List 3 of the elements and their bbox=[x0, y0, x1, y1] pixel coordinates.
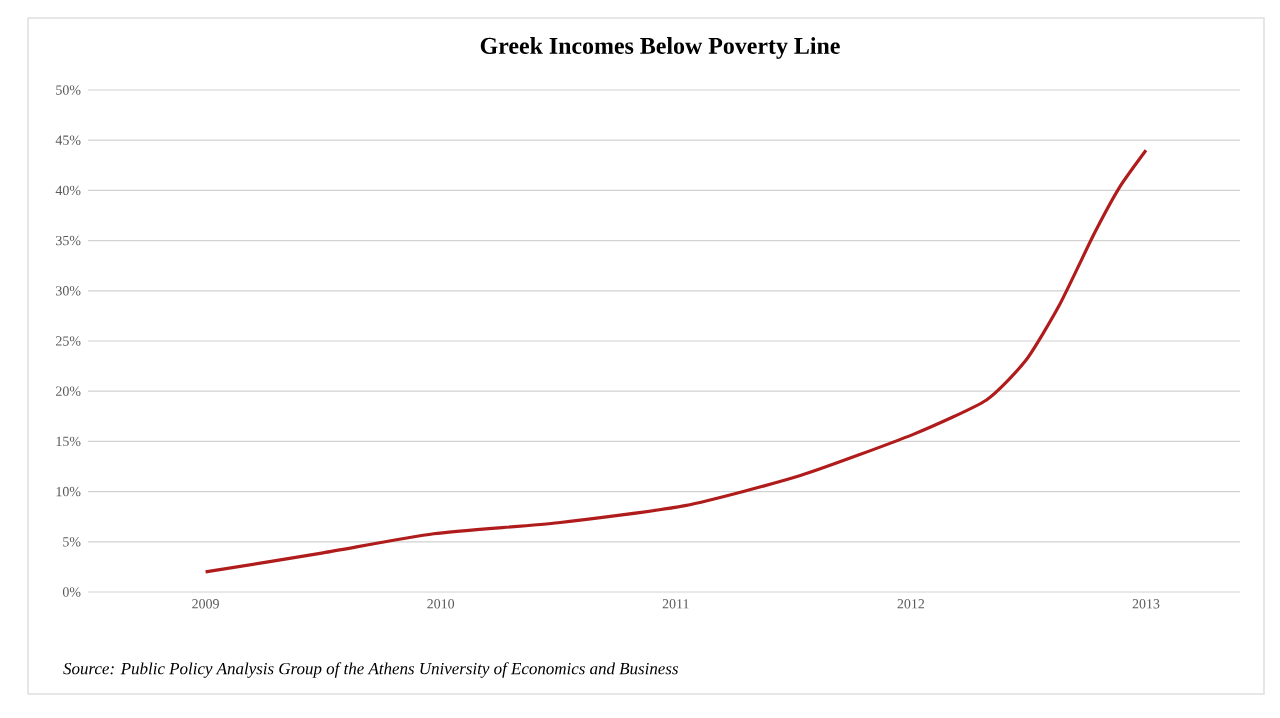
chart-title: Greek Incomes Below Poverty Line bbox=[480, 37, 840, 59]
line-series bbox=[203, 148, 1148, 574]
source-note: Source: Public Policy Analysis Group of the Athens University of Economics and Business bbox=[63, 662, 679, 678]
